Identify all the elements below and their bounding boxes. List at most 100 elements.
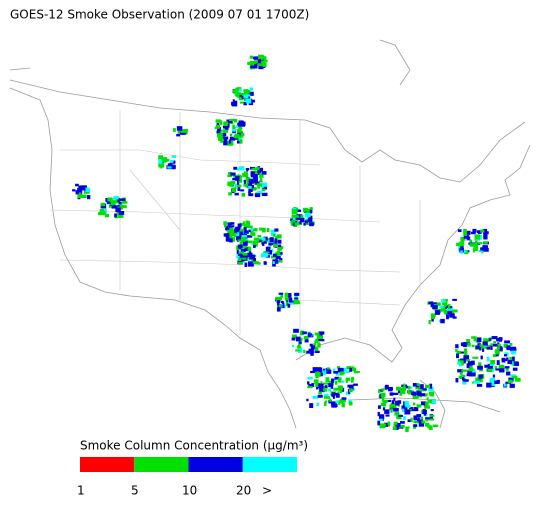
smoke-pixel — [428, 418, 435, 421]
smoke-pixel — [243, 224, 249, 228]
smoke-pixel — [256, 183, 262, 187]
smoke-pixel — [277, 250, 281, 254]
smoke-pixel — [284, 297, 290, 301]
smoke-pixel — [424, 405, 430, 409]
smoke-pixel — [420, 384, 424, 390]
smoke-pixel — [404, 400, 409, 406]
smoke-pixel — [478, 250, 484, 253]
smoke-pixel — [247, 91, 254, 96]
smoke-pixel — [413, 424, 418, 428]
smoke-pixel — [423, 393, 428, 397]
smoke-pixel — [339, 371, 344, 376]
smoke-pixel — [511, 348, 517, 351]
smoke-pixel — [239, 137, 242, 142]
smoke-pixel — [107, 197, 113, 202]
smoke-pixel — [217, 127, 221, 131]
smoke-pixel — [315, 376, 319, 379]
smoke-pixel — [252, 244, 256, 248]
smoke-pixel — [310, 350, 314, 356]
smoke-pixel — [295, 215, 299, 218]
smoke-pixel — [277, 244, 282, 247]
smoke-pixel — [395, 400, 400, 406]
smoke-pixel — [239, 222, 245, 226]
smoke-pixel — [100, 202, 106, 207]
smoke-pixel — [289, 302, 294, 305]
smoke-pixel — [229, 228, 234, 234]
smoke-pixel — [259, 238, 265, 243]
smoke-pixel — [481, 346, 487, 349]
smoke-pixel — [237, 122, 240, 127]
smoke-pixel — [221, 132, 227, 137]
smoke-pixel — [490, 343, 493, 347]
smoke-pixel — [254, 63, 258, 69]
smoke-pixel — [261, 188, 266, 192]
smoke-pixel — [313, 343, 317, 346]
smoke-pixel — [254, 60, 259, 64]
smoke-pixel — [332, 395, 335, 399]
smoke-pixel — [295, 217, 301, 220]
smoke-pixel — [219, 120, 223, 125]
smoke-pixel — [380, 392, 386, 398]
smoke-pixel — [317, 394, 323, 398]
smoke-pixel — [335, 393, 340, 398]
smoke-pixel — [340, 387, 345, 392]
smoke-pixel — [285, 301, 288, 307]
smoke-pixel — [328, 383, 334, 388]
smoke-pixel — [327, 396, 330, 400]
smoke-pixel — [503, 354, 507, 357]
smoke-pixel — [392, 426, 397, 431]
smoke-pixel — [424, 413, 428, 417]
smoke-pixel — [389, 406, 394, 410]
smoke-pixel — [425, 401, 429, 407]
smoke-pixel — [487, 367, 493, 373]
smoke-pixel — [243, 227, 247, 233]
smoke-pixel — [113, 205, 120, 209]
smoke-pixel — [503, 343, 508, 348]
smoke-pixel — [389, 392, 394, 396]
smoke-pixel — [78, 192, 82, 198]
smoke-pixel — [118, 213, 124, 218]
smoke-pixel — [243, 231, 249, 234]
colorbar-label: 1 — [77, 484, 85, 498]
smoke-pixel — [298, 221, 302, 225]
smoke-pixel — [486, 356, 490, 362]
smoke-pixel — [509, 357, 515, 361]
smoke-pixel — [309, 207, 313, 210]
smoke-pixel — [284, 292, 289, 298]
smoke-pixel — [278, 304, 282, 309]
smoke-pixel — [232, 89, 239, 93]
smoke-pixel — [234, 234, 237, 238]
smoke-pixel — [458, 362, 462, 367]
smoke-pixel — [293, 328, 299, 333]
smoke-pixel — [316, 402, 319, 407]
smoke-pixel — [257, 235, 262, 238]
smoke-pixel — [473, 243, 479, 249]
smoke-pixel — [442, 299, 448, 302]
smoke-pixel — [467, 370, 473, 375]
smoke-pixel — [506, 345, 511, 351]
smoke-pixel — [250, 60, 255, 66]
smoke-pixel — [272, 261, 275, 265]
smoke-pixel — [428, 319, 431, 325]
smoke-pixel — [300, 214, 304, 219]
smoke-pixel — [232, 99, 235, 102]
smoke-pixel — [240, 189, 245, 192]
smoke-pixel — [445, 301, 448, 307]
smoke-pixel — [512, 375, 518, 378]
smoke-pixel — [240, 231, 246, 235]
smoke-pixel — [444, 311, 450, 315]
smoke-pixel — [512, 356, 515, 362]
smoke-pixel — [167, 163, 173, 167]
smoke-pixel — [291, 337, 295, 341]
smoke-pixel — [252, 174, 258, 179]
smoke-pixel — [503, 383, 507, 387]
smoke-pixel — [291, 209, 298, 215]
smoke-pixel — [299, 217, 305, 223]
smoke-pixel — [239, 241, 243, 246]
smoke-pixel — [234, 133, 240, 139]
smoke-pixel — [278, 292, 284, 295]
smoke-pixel — [514, 361, 519, 366]
smoke-pixel — [497, 343, 501, 347]
smoke-pixel — [389, 404, 394, 408]
smoke-pixel — [272, 262, 276, 267]
